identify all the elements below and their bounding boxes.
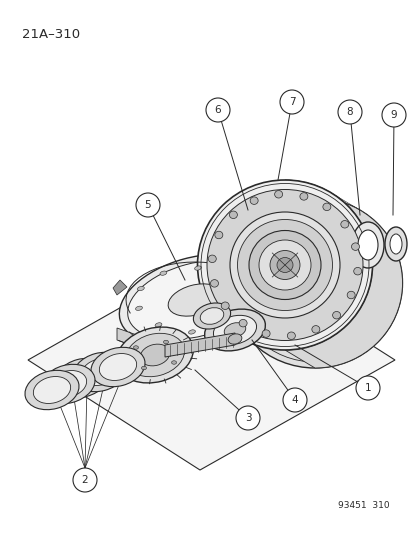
Ellipse shape: [208, 255, 216, 263]
Circle shape: [73, 468, 97, 492]
Ellipse shape: [200, 308, 223, 324]
Circle shape: [337, 100, 361, 124]
Circle shape: [355, 376, 379, 400]
Ellipse shape: [248, 230, 320, 300]
Ellipse shape: [193, 303, 230, 329]
Text: 2: 2: [81, 475, 88, 485]
Ellipse shape: [210, 280, 218, 287]
Ellipse shape: [230, 212, 339, 318]
Circle shape: [136, 193, 159, 217]
Circle shape: [235, 406, 259, 430]
Ellipse shape: [168, 284, 221, 316]
Circle shape: [282, 388, 306, 412]
Ellipse shape: [229, 211, 237, 219]
Ellipse shape: [228, 273, 234, 277]
Ellipse shape: [204, 309, 265, 351]
Ellipse shape: [135, 306, 142, 310]
Text: 93451  310: 93451 310: [337, 501, 389, 510]
Ellipse shape: [223, 325, 230, 329]
Ellipse shape: [155, 323, 161, 327]
Circle shape: [381, 103, 405, 127]
Ellipse shape: [287, 332, 294, 340]
Polygon shape: [165, 333, 235, 357]
Ellipse shape: [41, 365, 95, 403]
Polygon shape: [117, 328, 165, 357]
Ellipse shape: [116, 327, 193, 383]
Ellipse shape: [237, 220, 332, 311]
Ellipse shape: [340, 221, 348, 228]
Text: 4: 4: [291, 395, 298, 405]
Ellipse shape: [274, 190, 282, 198]
Ellipse shape: [249, 197, 258, 204]
Ellipse shape: [351, 243, 358, 251]
Ellipse shape: [206, 190, 362, 341]
Ellipse shape: [269, 251, 299, 279]
Ellipse shape: [125, 333, 184, 377]
Ellipse shape: [247, 289, 254, 294]
Circle shape: [206, 98, 230, 122]
Text: 7: 7: [288, 97, 294, 107]
Ellipse shape: [224, 322, 245, 337]
Ellipse shape: [25, 370, 79, 410]
Ellipse shape: [311, 326, 319, 333]
Text: 6: 6: [214, 105, 221, 115]
Text: 21A–310: 21A–310: [22, 28, 80, 41]
Polygon shape: [28, 250, 394, 470]
Ellipse shape: [227, 198, 401, 368]
Ellipse shape: [259, 240, 310, 290]
Ellipse shape: [33, 376, 71, 403]
Ellipse shape: [197, 180, 372, 350]
Ellipse shape: [81, 359, 119, 385]
Ellipse shape: [389, 234, 401, 254]
Circle shape: [279, 90, 303, 114]
Ellipse shape: [119, 254, 270, 346]
Ellipse shape: [188, 330, 195, 334]
Ellipse shape: [159, 271, 166, 276]
Ellipse shape: [245, 309, 252, 313]
Polygon shape: [284, 180, 401, 368]
Ellipse shape: [141, 366, 146, 370]
Ellipse shape: [49, 370, 86, 398]
Ellipse shape: [140, 344, 169, 366]
Ellipse shape: [91, 348, 145, 386]
Text: 8: 8: [346, 107, 352, 117]
Ellipse shape: [55, 358, 109, 398]
Ellipse shape: [163, 340, 168, 344]
Text: 1: 1: [364, 383, 370, 393]
Ellipse shape: [347, 291, 354, 299]
Ellipse shape: [221, 302, 229, 310]
Ellipse shape: [351, 222, 383, 268]
Ellipse shape: [63, 365, 100, 391]
Ellipse shape: [322, 203, 330, 211]
Ellipse shape: [171, 361, 176, 364]
Ellipse shape: [214, 231, 222, 239]
Text: 5: 5: [144, 200, 151, 210]
Ellipse shape: [73, 352, 127, 392]
Ellipse shape: [228, 334, 241, 344]
Ellipse shape: [137, 286, 144, 290]
Text: 3: 3: [244, 413, 251, 423]
Text: 9: 9: [390, 110, 396, 120]
Ellipse shape: [357, 230, 377, 260]
Ellipse shape: [299, 192, 307, 200]
Ellipse shape: [332, 311, 340, 319]
Polygon shape: [113, 280, 127, 295]
Ellipse shape: [213, 316, 256, 345]
Ellipse shape: [353, 268, 361, 275]
Ellipse shape: [261, 330, 269, 337]
Ellipse shape: [239, 319, 247, 327]
Ellipse shape: [127, 261, 262, 340]
Ellipse shape: [133, 346, 138, 349]
Ellipse shape: [194, 266, 201, 270]
Ellipse shape: [99, 353, 136, 381]
Ellipse shape: [276, 257, 292, 272]
Ellipse shape: [384, 227, 406, 261]
